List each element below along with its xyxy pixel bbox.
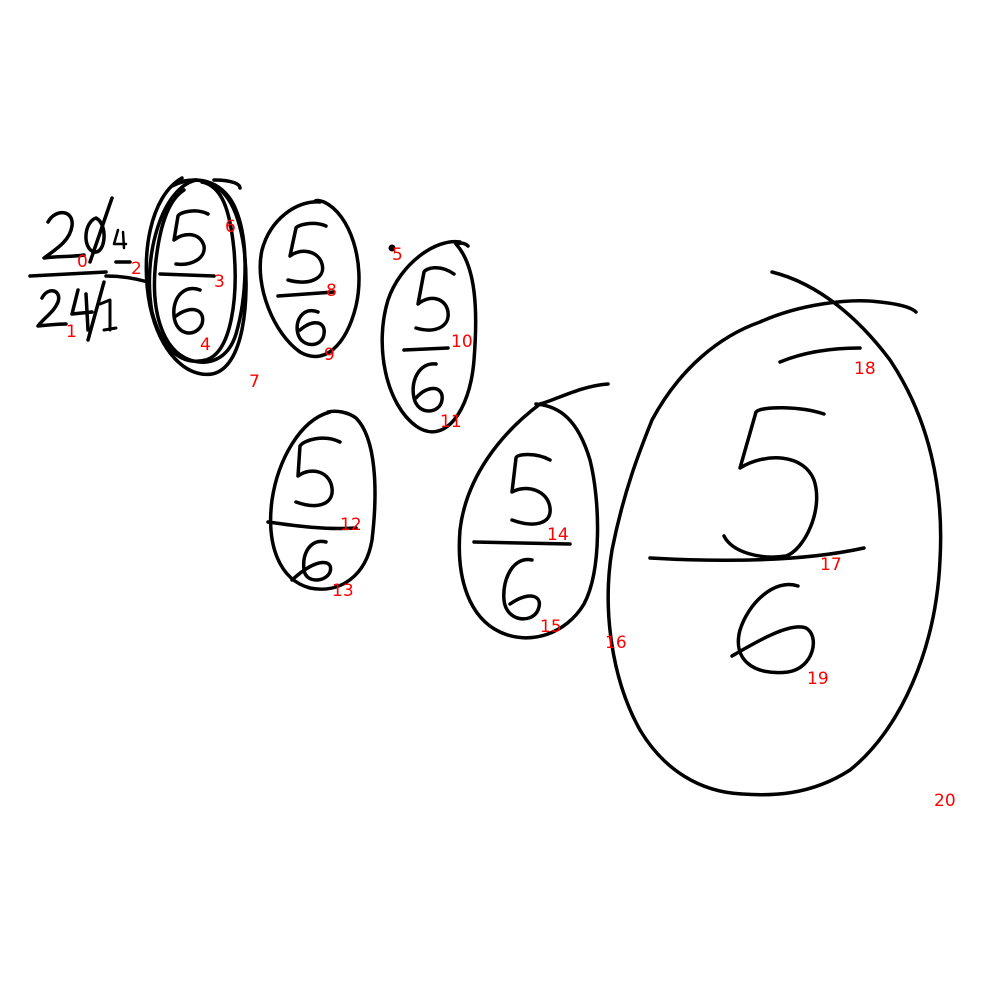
label-7: 7 — [249, 372, 260, 392]
stroke-18 — [778, 346, 862, 364]
label-4: 4 — [200, 335, 211, 355]
fraction-5-6-e — [472, 452, 572, 621]
label-0: 0 — [77, 252, 88, 272]
label-2: 2 — [131, 259, 142, 279]
handwritten-denominator — [36, 280, 118, 342]
fraction-5-6-b — [276, 221, 336, 347]
label-13: 13 — [332, 581, 354, 601]
oval-third — [380, 239, 478, 434]
oval-large — [606, 270, 943, 797]
fraction-5-6-d — [266, 436, 358, 582]
label-17: 17 — [820, 555, 842, 575]
ink-layer — [28, 176, 943, 797]
oval-fourth — [268, 409, 377, 591]
label-18: 18 — [854, 359, 876, 379]
label-9: 9 — [324, 345, 335, 365]
left-fraction-bar — [28, 270, 108, 278]
label-14: 14 — [547, 525, 569, 545]
label-layer: 0 1 2 3 4 5 6 7 8 9 10 11 12 13 14 15 16… — [66, 217, 956, 811]
handwritten-numerator — [42, 196, 128, 264]
label-6: 6 — [225, 217, 236, 237]
label-12: 12 — [340, 515, 362, 535]
label-15: 15 — [540, 617, 562, 637]
ink-dot — [388, 244, 396, 252]
label-19: 19 — [807, 669, 829, 689]
label-10: 10 — [451, 332, 473, 352]
label-11: 11 — [440, 412, 462, 432]
oval-second — [258, 198, 361, 359]
fraction-5-6-f — [648, 405, 866, 675]
oval-cluster-first — [144, 176, 248, 377]
label-1: 1 — [66, 322, 77, 342]
oval-fifth — [457, 382, 610, 640]
label-8: 8 — [326, 281, 337, 301]
label-20: 20 — [934, 791, 956, 811]
label-5: 5 — [392, 245, 403, 265]
fraction-5-6-a — [158, 209, 216, 335]
label-16: 16 — [605, 633, 627, 653]
label-3: 3 — [214, 272, 225, 292]
equals-sign — [104, 260, 150, 284]
fraction-5-6-c — [402, 266, 456, 413]
